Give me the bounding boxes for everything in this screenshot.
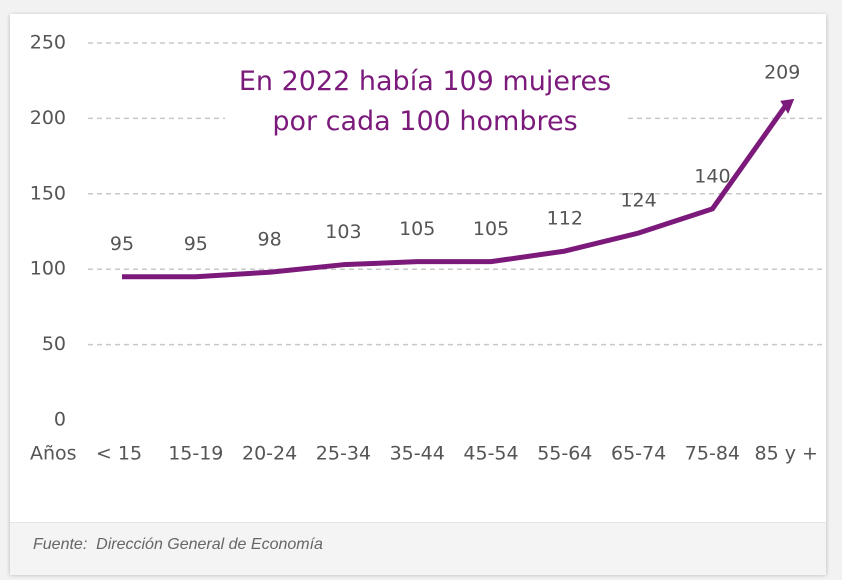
data-label: 140 xyxy=(694,165,730,187)
y-tick-label: 250 xyxy=(30,32,66,54)
x-tick-label: 35-44 xyxy=(390,443,445,465)
x-tick-label: < 15 xyxy=(96,443,142,465)
data-label: 112 xyxy=(547,208,583,230)
footer-band xyxy=(10,522,826,575)
data-label: 105 xyxy=(473,218,509,240)
x-tick-label: 20-24 xyxy=(242,443,297,465)
data-label: 124 xyxy=(620,190,656,212)
chart-title: En 2022 había 109 mujeres por cada 100 h… xyxy=(225,62,625,142)
x-axis-label: Años xyxy=(30,443,77,465)
x-tick-label: 15-19 xyxy=(168,443,223,465)
data-label: 209 xyxy=(764,61,800,83)
y-tick-label: 150 xyxy=(30,182,66,204)
data-label: 105 xyxy=(399,218,435,240)
x-tick-label: 25-34 xyxy=(316,443,371,465)
x-tick-label: 45-54 xyxy=(463,443,518,465)
end-marker xyxy=(780,98,795,114)
x-tick-label: 55-64 xyxy=(537,443,592,465)
source-note: Fuente: Dirección General de Economía xyxy=(33,536,323,553)
data-line xyxy=(122,103,789,280)
x-tick-label: 65-74 xyxy=(611,443,666,465)
y-tick-label: 50 xyxy=(42,333,66,355)
y-tick-label: 200 xyxy=(30,107,66,129)
y-tick-label: 0 xyxy=(54,409,66,431)
y-tick-label: 100 xyxy=(30,258,66,280)
data-label: 95 xyxy=(184,233,208,255)
x-tick-label: 75-84 xyxy=(685,443,740,465)
data-label: 95 xyxy=(110,233,134,255)
data-label: 103 xyxy=(325,221,361,243)
x-tick-label: 85 y + xyxy=(754,443,817,465)
data-label: 98 xyxy=(258,229,282,251)
